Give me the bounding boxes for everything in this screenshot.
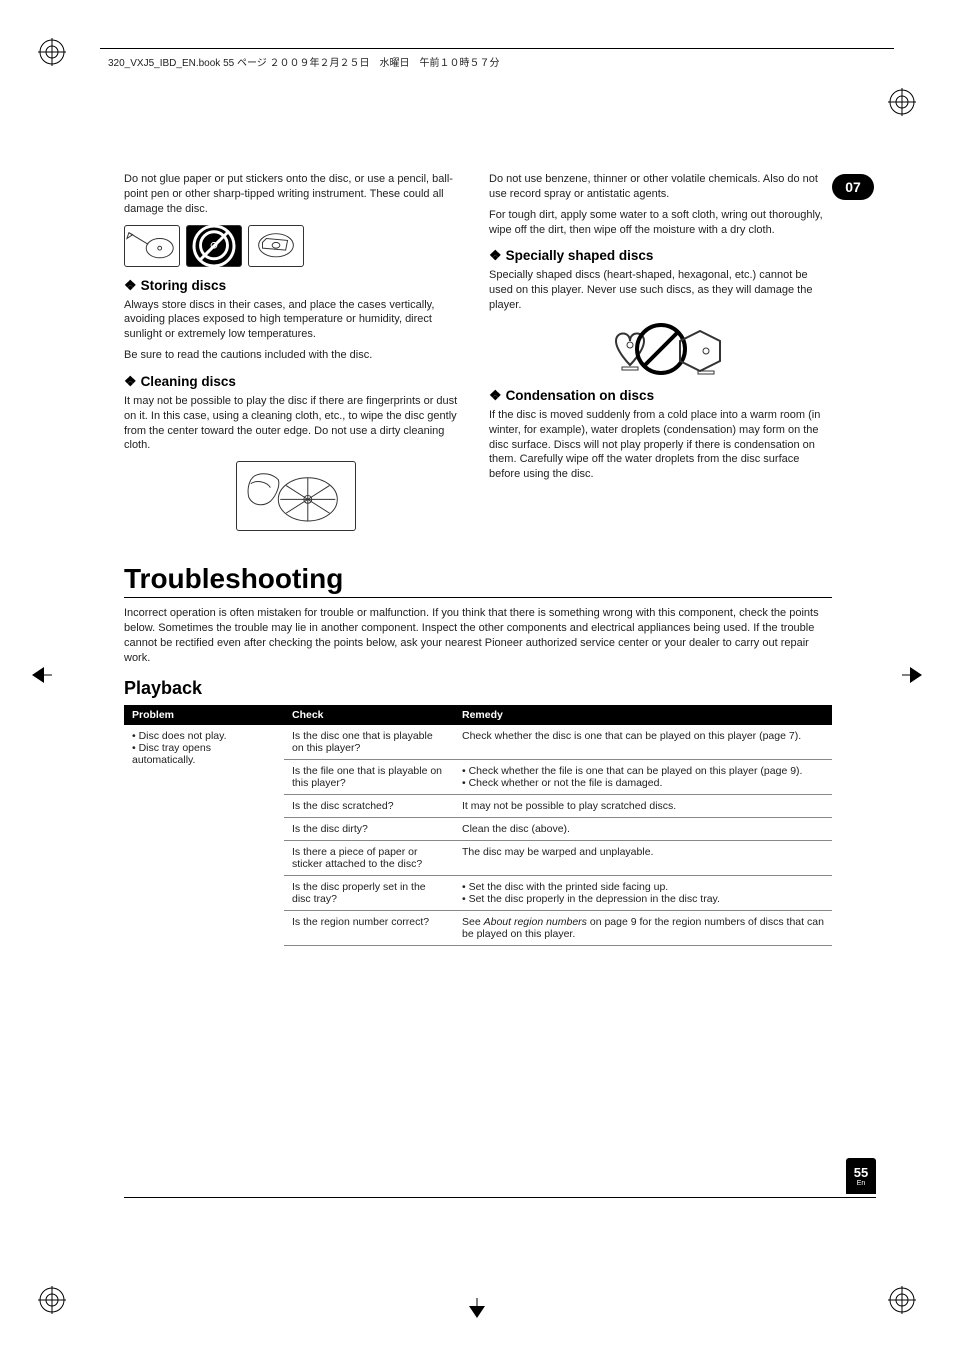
check-cell: Is the file one that is playable on this… — [284, 759, 454, 794]
sticker-disc-icon — [248, 225, 304, 267]
registration-mark-icon — [888, 1286, 916, 1314]
table-header-row: Problem Check Remedy — [124, 705, 832, 725]
remedy-cell: Set the disc with the printed side facin… — [454, 875, 832, 910]
remedy-cell: It may not be possible to play scratched… — [454, 794, 832, 817]
benzene-text: Do not use benzene, thinner or other vol… — [489, 172, 832, 202]
crop-arrow-icon — [902, 660, 932, 690]
shaped-disc-prohibit-icon — [596, 321, 726, 377]
check-cell: Is the disc dirty? — [284, 817, 454, 840]
col-problem: Problem — [124, 705, 284, 725]
cleaning-p1: It may not be possible to play the disc … — [124, 394, 467, 453]
condensation-heading: ❖Condensation on discs — [489, 387, 832, 404]
storing-heading: ❖Storing discs — [124, 277, 467, 294]
cleaning-illustration — [124, 461, 467, 531]
remedy-cell: See About region numbers on page 9 for t… — [454, 910, 832, 945]
crop-arrow-icon — [462, 1298, 492, 1328]
col-remedy: Remedy — [454, 705, 832, 725]
storing-p2: Be sure to read the cautions included wi… — [124, 348, 467, 363]
header-rule — [100, 48, 894, 49]
shaped-p1: Specially shaped discs (heart-shaped, he… — [489, 268, 832, 313]
check-cell: Is there a piece of paper or sticker att… — [284, 840, 454, 875]
header-meta: 320_VXJ5_IBD_EN.book 55 ページ ２００９年２月２５日 水… — [108, 54, 500, 69]
registration-mark-icon — [38, 1286, 66, 1314]
page-lang: En — [846, 1180, 876, 1187]
troubleshooting-heading: Troubleshooting — [124, 563, 832, 595]
problem-cell: Disc does not play. Disc tray opens auto… — [124, 725, 284, 946]
footer-rule — [124, 1197, 876, 1198]
storing-p1: Always store discs in their cases, and p… — [124, 298, 467, 343]
check-cell: Is the region number correct? — [284, 910, 454, 945]
check-cell: Is the disc one that is playable on this… — [284, 725, 454, 760]
troubleshooting-table: Problem Check Remedy Disc does not play.… — [124, 705, 832, 946]
disc-handling-illustration — [124, 225, 467, 267]
wipe-disc-icon — [236, 461, 356, 531]
condensation-p1: If the disc is moved suddenly from a col… — [489, 408, 832, 482]
playback-heading: Playback — [124, 678, 832, 699]
remedy-cell: Check whether the file is one that can b… — [454, 759, 832, 794]
disc-prohibit-icon — [186, 225, 242, 267]
page-number: 55 — [846, 1165, 876, 1180]
table-row: Disc does not play. Disc tray opens auto… — [124, 725, 832, 760]
shaped-disc-illustration — [489, 321, 832, 377]
crop-arrow-icon — [22, 660, 52, 690]
heading-rule — [124, 597, 832, 598]
col-check: Check — [284, 705, 454, 725]
chapter-number-tab: 07 — [832, 174, 874, 200]
registration-mark-icon — [888, 88, 916, 116]
tough-dirt-text: For tough dirt, apply some water to a so… — [489, 208, 832, 238]
cleaning-heading: ❖Cleaning discs — [124, 373, 467, 390]
shaped-heading: ❖Specially shaped discs — [489, 247, 832, 264]
left-column: Do not glue paper or put stickers onto t… — [124, 172, 467, 541]
prohibit-icon — [192, 224, 236, 268]
registration-mark-icon — [38, 38, 66, 66]
check-cell: Is the disc scratched? — [284, 794, 454, 817]
troubleshooting-intro: Incorrect operation is often mistaken fo… — [124, 606, 832, 665]
remedy-cell: The disc may be warped and unplayable. — [454, 840, 832, 875]
remedy-cell: Check whether the disc is one that can b… — [454, 725, 832, 760]
check-cell: Is the disc properly set in the disc tra… — [284, 875, 454, 910]
intro-text: Do not glue paper or put stickers onto t… — [124, 172, 467, 217]
right-column: Do not use benzene, thinner or other vol… — [489, 172, 832, 541]
page-number-tab: 55 En — [846, 1158, 876, 1194]
pencil-disc-icon — [124, 225, 180, 267]
remedy-cell: Clean the disc (above). — [454, 817, 832, 840]
